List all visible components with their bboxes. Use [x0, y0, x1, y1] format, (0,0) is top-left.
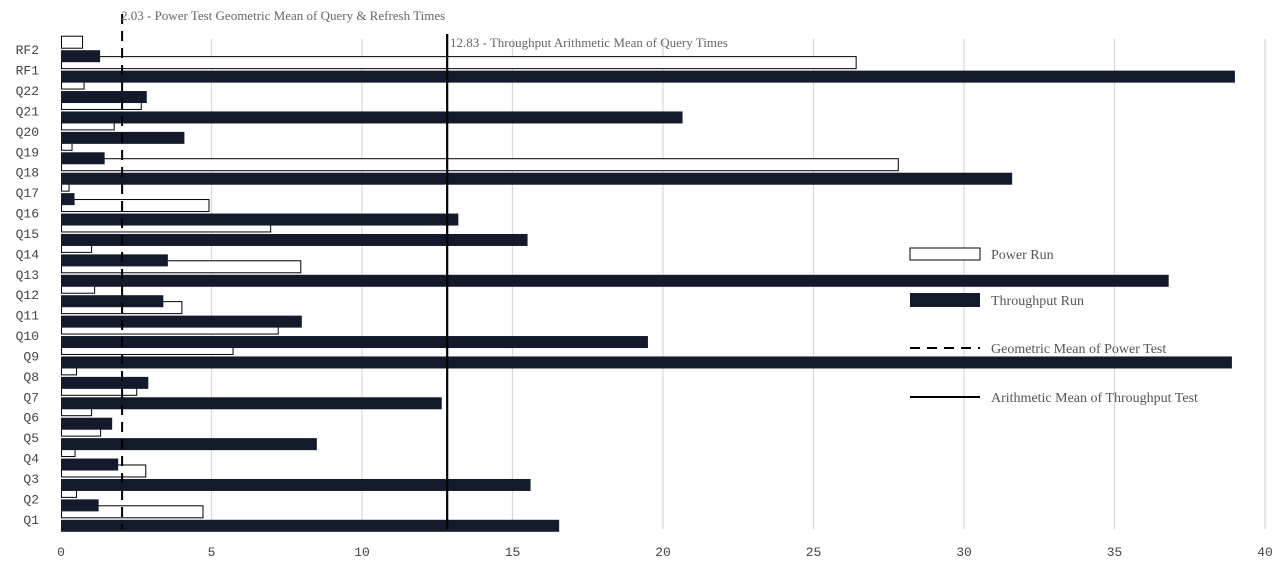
bar-power-run — [61, 158, 899, 172]
bar-throughput-run — [61, 152, 105, 165]
bar-throughput-run — [61, 417, 113, 430]
y-tick-label: Q20 — [16, 125, 39, 140]
bar-throughput-run — [61, 70, 1235, 83]
y-tick-label: Q5 — [23, 431, 39, 446]
bar-throughput-run — [61, 295, 164, 308]
y-tick-label: Q8 — [23, 370, 39, 385]
geometric-mean-label: 2.03 - Power Test Geometric Mean of Quer… — [121, 8, 445, 23]
bar-throughput-run — [61, 315, 302, 328]
x-tick-labels: 0 5 10 15 20 25 30 35 40 — [57, 545, 1273, 560]
y-tick-label: Q9 — [23, 349, 39, 364]
bar-throughput-run — [61, 478, 531, 491]
y-tick-label: Q1 — [23, 513, 39, 528]
x-tick-label: 25 — [806, 545, 822, 560]
y-tick-label: Q10 — [16, 329, 39, 344]
legend-label-power-run: Power Run — [991, 248, 1054, 263]
y-tick-label: Q11 — [16, 309, 40, 324]
y-tick-label: Q16 — [16, 207, 39, 222]
bar-throughput-run — [61, 438, 317, 451]
bar-throughput-run — [61, 336, 648, 349]
bar-throughput-run — [61, 50, 101, 63]
y-tick-label: Q21 — [16, 104, 40, 119]
x-tick-label: 35 — [1107, 545, 1123, 560]
bar-power-run — [61, 199, 210, 213]
y-tick-label: Q22 — [16, 84, 39, 99]
bar-throughput-run — [61, 356, 1232, 369]
bars — [61, 35, 1235, 532]
y-tick-label: Q4 — [23, 452, 39, 467]
y-tick-label: RF2 — [16, 43, 39, 58]
legend: Power Run Throughput Run Geometric Mean of… — [909, 247, 1198, 406]
x-tick-label: 0 — [57, 545, 65, 560]
bar-throughput-run — [61, 111, 683, 124]
bar-throughput-run — [61, 213, 459, 226]
y-tick-label: Q2 — [23, 492, 39, 507]
y-tick-label: Q17 — [16, 186, 39, 201]
y-tick-label: Q12 — [16, 288, 39, 303]
x-tick-label: 15 — [505, 545, 521, 560]
bar-power-run — [61, 35, 84, 49]
x-tick-label: 5 — [208, 545, 216, 560]
x-tick-label: 30 — [956, 545, 972, 560]
bar-throughput-run — [61, 458, 119, 471]
legend-label-geometric-mean: Geometric Mean of Power Test — [991, 342, 1166, 357]
y-tick-label: Q7 — [23, 390, 39, 405]
y-tick-label: Q14 — [16, 247, 40, 262]
legend-swatch-power-run — [909, 247, 981, 261]
y-tick-label: Q19 — [16, 145, 39, 160]
bar-power-run — [61, 56, 857, 70]
bar-throughput-run — [61, 172, 1013, 185]
bar-throughput-run — [61, 91, 147, 104]
x-tick-label: 10 — [354, 545, 370, 560]
bar-throughput-run — [61, 499, 99, 512]
y-tick-labels: Q1 Q2 Q3 Q4 Q5 Q6 Q7 Q8 Q9 Q10 Q11 Q12 Q13 Q14 Q15 Q16 Q… — [16, 43, 40, 528]
y-tick-label: RF1 — [16, 64, 40, 79]
legend-label-throughput-run: Throughput Run — [991, 294, 1084, 309]
x-tick-label: 40 — [1257, 545, 1273, 560]
y-tick-label: Q6 — [23, 411, 39, 426]
y-tick-label: Q3 — [23, 472, 39, 487]
y-tick-label: Q15 — [16, 227, 39, 242]
reference-lines: 2.03 - Power Test Geometric Mean of Quer… — [121, 8, 728, 529]
legend-label-arithmetic-mean: Arithmetic Mean of Throughput Test — [991, 391, 1198, 406]
bar-throughput-run — [61, 233, 528, 246]
bar-throughput-run — [61, 519, 560, 532]
bar-throughput-run — [61, 274, 1169, 287]
bar-throughput-run — [61, 254, 168, 267]
legend-swatch-throughput-run — [910, 293, 980, 307]
y-tick-label: Q18 — [16, 166, 39, 181]
bar-throughput-run — [61, 397, 442, 410]
bar-throughput-run — [61, 376, 149, 389]
y-tick-label: Q13 — [16, 268, 39, 283]
bar-throughput-run — [61, 193, 75, 206]
x-tick-label: 20 — [655, 545, 671, 560]
arithmetic-mean-label: 12.83 - Throughput Arithmetic Mean of Qu… — [450, 35, 728, 50]
